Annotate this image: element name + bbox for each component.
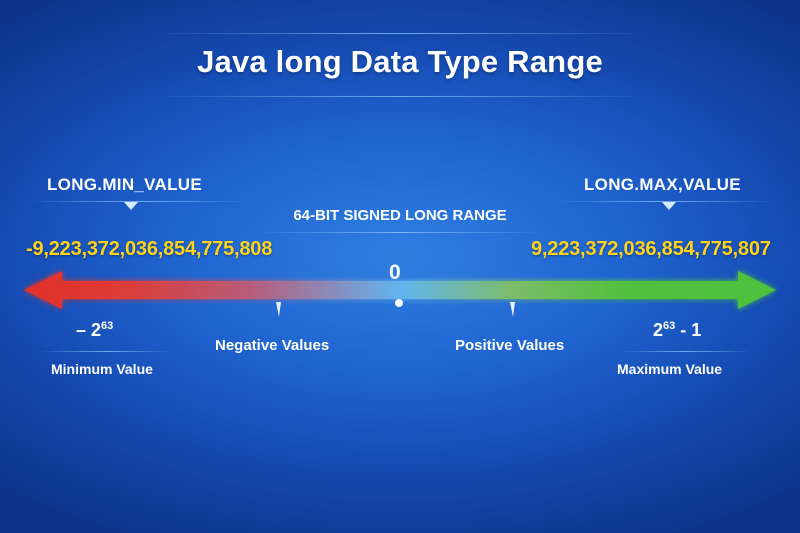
range-label: 64-BIT SIGNED LONG RANGE bbox=[293, 207, 507, 224]
min-constant-label: LONG.MIN_VALUE bbox=[47, 175, 203, 194]
arrow-shape bbox=[24, 271, 776, 309]
max-value: 9,223,372,036,854,775,807 bbox=[531, 238, 771, 260]
positive-tick bbox=[510, 302, 515, 317]
min-power-rule bbox=[40, 351, 172, 352]
min-power-base: – 2 bbox=[76, 320, 102, 340]
diagram-title: Java long Data Type Range bbox=[197, 44, 603, 79]
min-value: -9,223,372,036,854,775,808 bbox=[26, 238, 273, 260]
max-power-rule bbox=[620, 351, 752, 352]
max-constant-label: LONG.MAX,VALUE bbox=[584, 175, 741, 194]
max-power-exponent: 63 bbox=[663, 320, 676, 332]
max-power-base: 2 bbox=[653, 320, 664, 340]
max-caption: Maximum Value bbox=[617, 361, 723, 377]
min-caption: Minimum Value bbox=[51, 361, 153, 377]
min-power-exponent: 63 bbox=[101, 320, 114, 332]
zero-label: 0 bbox=[389, 261, 401, 284]
range-label-rule bbox=[255, 232, 545, 233]
negative-tick bbox=[276, 302, 281, 317]
min-constant-rule bbox=[28, 201, 248, 202]
min-power-label: – 263 bbox=[76, 320, 113, 341]
zero-dot bbox=[395, 299, 403, 307]
max-power-label: 263 - 1 bbox=[653, 320, 701, 341]
negative-values-label: Negative Values bbox=[215, 337, 330, 354]
title-rule-bottom bbox=[150, 96, 650, 97]
title-rule-top bbox=[150, 33, 650, 34]
max-power-suffix: - 1 bbox=[675, 320, 702, 340]
min-pointer-triangle bbox=[124, 202, 138, 210]
max-constant-rule bbox=[555, 201, 775, 202]
max-pointer-triangle bbox=[662, 202, 676, 210]
positive-values-label: Positive Values bbox=[455, 337, 565, 354]
